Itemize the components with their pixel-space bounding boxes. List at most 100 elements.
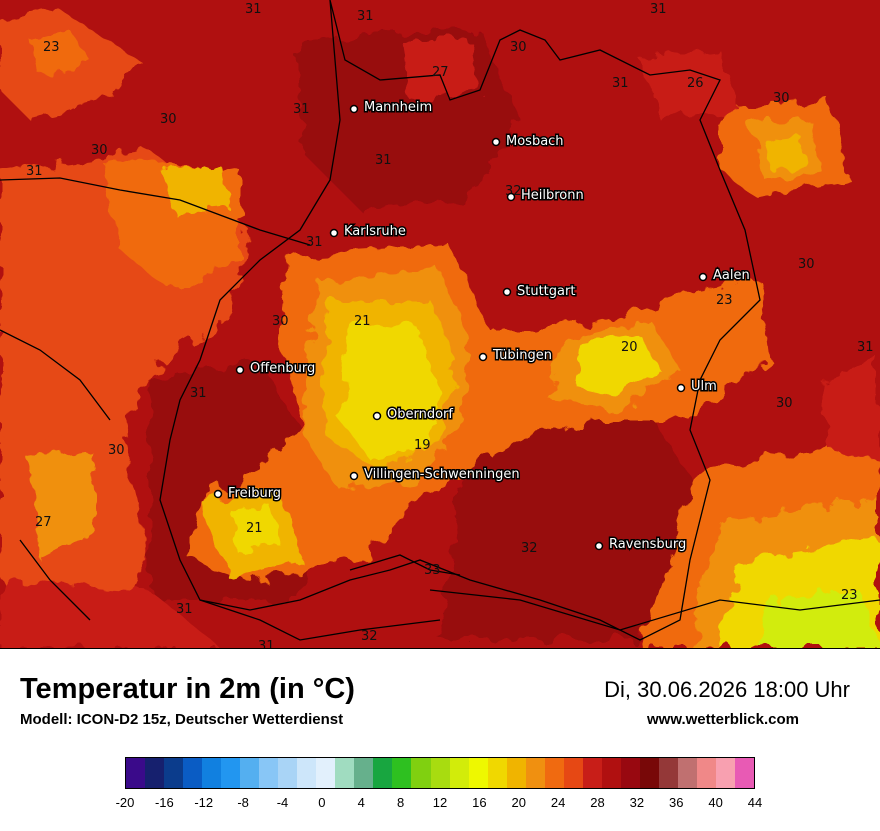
city-dot xyxy=(478,352,488,362)
city-label: Mosbach xyxy=(506,134,564,149)
legend-tick-label: 0 xyxy=(318,795,326,810)
legend-swatch xyxy=(658,758,678,788)
legend-ticks: -20 -16 -12 -8 -4 0 4 8 12 16 20 24 28 32 36 40 44 xyxy=(116,795,763,815)
legend-tick-label: 40 xyxy=(708,795,723,810)
legend-swatch xyxy=(202,758,222,788)
city-freiburg[interactable]: Freiburg xyxy=(213,485,283,503)
legend-tick-label: -4 xyxy=(276,795,289,810)
value-label: 30 xyxy=(272,314,289,329)
city-dot xyxy=(506,192,516,202)
value-label: 23 xyxy=(716,293,733,308)
value-label: 20 xyxy=(621,340,638,355)
legend-tick-label: 8 xyxy=(397,795,405,810)
value-label: 31 xyxy=(357,9,374,24)
value-label: 31 xyxy=(857,340,874,355)
city-label: Ulm xyxy=(691,379,717,394)
legend-tick-label: 28 xyxy=(590,795,605,810)
legend-swatch xyxy=(411,758,431,788)
legend-swatch xyxy=(506,758,526,788)
city-dot xyxy=(698,272,708,282)
value-label: 31 xyxy=(612,76,629,91)
city-dot xyxy=(213,489,223,499)
city-offenburg[interactable]: Offenburg xyxy=(235,360,317,378)
city-villingen-schwenningen[interactable]: Villingen-Schwenningen xyxy=(349,466,521,484)
legend-swatch xyxy=(468,758,488,788)
city-label: Mannheim xyxy=(364,100,432,115)
city-label: Oberndorf xyxy=(387,407,453,422)
legend-tick-label: -20 xyxy=(115,795,135,810)
city-ulm[interactable]: Ulm xyxy=(676,378,718,396)
model-info: Modell: ICON-D2 15z, Deutscher Wetterdie… xyxy=(20,711,344,728)
legend-swatch xyxy=(677,758,697,788)
city-dot xyxy=(491,137,501,147)
legend-swatch xyxy=(639,758,659,788)
legend-tick-label: 36 xyxy=(669,795,684,810)
city-mosbach[interactable]: Mosbach xyxy=(491,133,565,151)
temperature-values: 31 31 31 23 27 30 31 26 30 31 30 31 31 3… xyxy=(26,2,874,648)
legend-swatch xyxy=(449,758,469,788)
legend-swatch xyxy=(525,758,545,788)
value-label: 31 xyxy=(245,2,262,17)
legend-swatch xyxy=(620,758,640,788)
city-markers: Mannheim Mosbach Heilbronn Karlsruhe Aal… xyxy=(213,99,751,554)
value-label: 27 xyxy=(35,515,52,530)
legend-swatch xyxy=(240,758,260,788)
city-dot xyxy=(349,104,359,114)
city-label: Offenburg xyxy=(250,361,315,376)
legend-swatch xyxy=(582,758,602,788)
city-heilbronn[interactable]: Heilbronn xyxy=(506,187,585,205)
value-label: 31 xyxy=(176,602,193,617)
legend-tick-label: 12 xyxy=(432,795,448,810)
value-label: 30 xyxy=(108,443,125,458)
city-mannheim[interactable]: Mannheim xyxy=(349,99,434,117)
legend-swatch xyxy=(487,758,507,788)
legend-swatch xyxy=(430,758,450,788)
legend-swatch xyxy=(373,758,393,788)
city-tuebingen[interactable]: Tübingen xyxy=(478,347,554,365)
city-label: Stuttgart xyxy=(517,284,575,299)
map-title: Temperatur in 2m (in °C) xyxy=(20,673,355,705)
value-label: 30 xyxy=(798,257,815,272)
city-label: Villingen-Schwenningen xyxy=(364,467,520,482)
city-ravensburg[interactable]: Ravensburg xyxy=(594,536,688,554)
legend-tick-label: 4 xyxy=(357,795,365,810)
city-label: Ravensburg xyxy=(609,537,686,552)
legend-swatch xyxy=(259,758,279,788)
city-karlsruhe[interactable]: Karlsruhe xyxy=(329,223,407,241)
legend-swatch xyxy=(544,758,564,788)
value-label: 31 xyxy=(293,102,310,117)
city-dot xyxy=(235,365,245,375)
temperature-field xyxy=(0,10,880,648)
value-label: 32 xyxy=(361,629,378,644)
legend-swatch xyxy=(563,758,583,788)
city-label: Heilbronn xyxy=(521,188,584,203)
legend-swatch xyxy=(145,758,165,788)
city-label: Karlsruhe xyxy=(344,224,406,239)
legend-swatch xyxy=(278,758,298,788)
city-label: Aalen xyxy=(713,268,750,283)
value-label: 30 xyxy=(160,112,177,127)
value-label: 30 xyxy=(773,91,790,106)
legend-swatch xyxy=(221,758,241,788)
city-dot xyxy=(349,471,359,481)
legend-swatch xyxy=(735,758,755,788)
legend-tick-label: 20 xyxy=(511,795,526,810)
city-oberndorf[interactable]: Oberndorf xyxy=(372,406,455,424)
value-label: 19 xyxy=(414,438,431,453)
legend-tick-label: 16 xyxy=(472,795,487,810)
value-label: 31 xyxy=(650,2,667,17)
city-dot xyxy=(594,541,604,551)
legend-swatch xyxy=(335,758,355,788)
legend-tick-label: -12 xyxy=(194,795,214,810)
city-aalen[interactable]: Aalen xyxy=(698,267,751,285)
legend-swatch xyxy=(297,758,317,788)
value-label: 31 xyxy=(258,639,275,648)
legend-swatch xyxy=(164,758,184,788)
color-legend xyxy=(125,757,755,789)
legend-swatch xyxy=(354,758,374,788)
legend-tick-label: 44 xyxy=(747,795,763,810)
website-link[interactable]: www.wetterblick.com xyxy=(647,711,799,728)
legend-swatch xyxy=(696,758,716,788)
legend-swatch xyxy=(126,758,146,788)
city-stuttgart[interactable]: Stuttgart xyxy=(502,283,577,301)
